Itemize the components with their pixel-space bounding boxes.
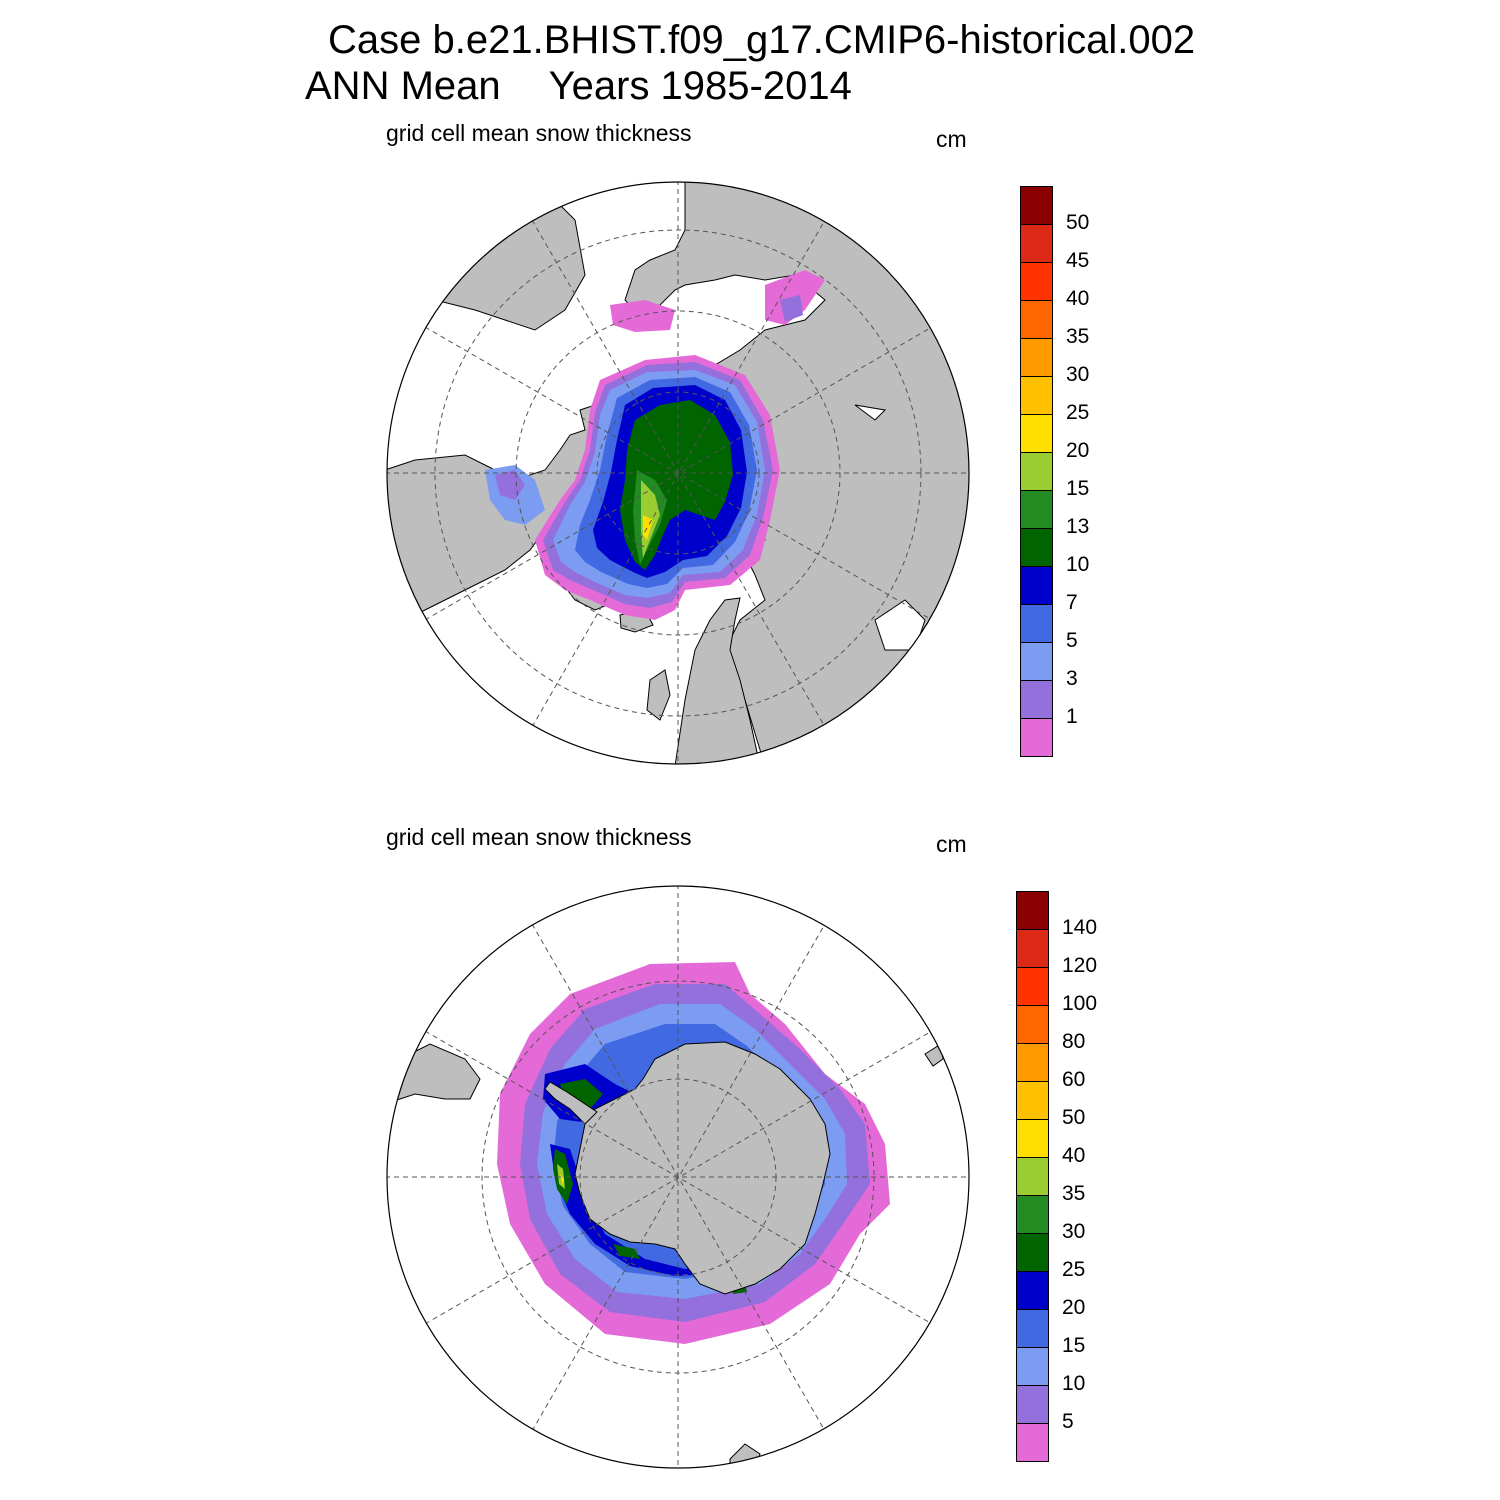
colorbar-box — [1016, 1081, 1049, 1120]
colorbar-box — [1020, 528, 1053, 567]
colorbar-box — [1016, 1271, 1049, 1310]
colorbar-tick-label: 45 — [1066, 249, 1090, 272]
colorbar-tick-label: 1 — [1066, 705, 1078, 728]
colorbar-box — [1016, 1233, 1049, 1272]
sh-units-label: cm — [936, 831, 967, 857]
colorbar-box — [1016, 891, 1049, 930]
colorbar-tick-label: 140 — [1062, 916, 1098, 939]
colorbar-box — [1016, 929, 1049, 968]
colorbar-box — [1016, 1423, 1049, 1462]
colorbar-tick-label: 80 — [1062, 1030, 1086, 1053]
colorbar-tick-label: 25 — [1062, 1258, 1086, 1281]
years-label: Years 1985-2014 — [548, 64, 852, 108]
colorbar-tick-label: 25 — [1066, 401, 1090, 424]
colorbar-box — [1020, 300, 1053, 339]
colorbar-box — [1020, 224, 1053, 263]
colorbar-tick-label: 50 — [1066, 211, 1090, 234]
nh-graticule — [387, 182, 969, 764]
colorbar-tick-label: 40 — [1066, 287, 1090, 310]
colorbar-box — [1016, 1385, 1049, 1424]
colorbar-tick-label: 15 — [1066, 477, 1090, 500]
colorbar-box — [1016, 1043, 1049, 1082]
colorbar-tick-label: 120 — [1062, 954, 1098, 977]
colorbar-box — [1016, 1157, 1049, 1196]
colorbar-box — [1020, 414, 1053, 453]
colorbar-tick-label: 30 — [1062, 1220, 1086, 1243]
colorbar-box — [1016, 1119, 1049, 1158]
nh-panel-title: grid cell mean snow thickness — [386, 120, 692, 146]
colorbar-tick-label: 35 — [1066, 325, 1090, 348]
colorbar-tick-label: 20 — [1062, 1296, 1086, 1319]
colorbar-box — [1020, 680, 1053, 719]
colorbar-tick-label: 40 — [1062, 1144, 1086, 1167]
colorbar-tick-label: 50 — [1062, 1106, 1086, 1129]
case-title: Case b.e21.BHIST.f09_g17.CMIP6-historica… — [328, 18, 1196, 62]
colorbar-tick-label: 10 — [1066, 553, 1090, 576]
colorbar-tick-label: 100 — [1062, 992, 1098, 1015]
colorbar-box — [1016, 1195, 1049, 1234]
colorbar-tick-label: 7 — [1066, 591, 1078, 614]
colorbar-tick-label: 60 — [1062, 1068, 1086, 1091]
sh-polar-map — [386, 885, 970, 1469]
colorbar-box — [1020, 490, 1053, 529]
colorbar-box — [1020, 642, 1053, 681]
colorbar-tick-label: 15 — [1062, 1334, 1086, 1357]
colorbar-tick-label: 13 — [1066, 515, 1090, 538]
sh-panel-title: grid cell mean snow thickness — [386, 824, 692, 850]
colorbar-tick-label: 30 — [1066, 363, 1090, 386]
colorbar-box — [1016, 1347, 1049, 1386]
colorbar-box — [1020, 186, 1053, 225]
nh-sea-ice-snow — [485, 270, 825, 620]
colorbar-box — [1020, 452, 1053, 491]
colorbar-tick-label: 35 — [1062, 1182, 1086, 1205]
colorbar-box — [1016, 967, 1049, 1006]
colorbar-box — [1020, 338, 1053, 377]
season-title: ANN Mean Years 1985-2014 — [305, 64, 852, 109]
nh-polar-map — [386, 181, 970, 765]
colorbar-box — [1020, 604, 1053, 643]
colorbar-box — [1016, 1005, 1049, 1044]
season-label: ANN Mean — [305, 64, 501, 108]
colorbar-box — [1020, 718, 1053, 757]
colorbar-tick-label: 10 — [1062, 1372, 1086, 1395]
colorbar-tick-label: 5 — [1062, 1410, 1074, 1433]
colorbar-tick-label: 5 — [1066, 629, 1078, 652]
nh-units-label: cm — [936, 126, 967, 152]
colorbar-tick-label: 20 — [1066, 439, 1090, 462]
sh-graticule — [387, 886, 969, 1468]
colorbar-box — [1020, 376, 1053, 415]
colorbar-tick-label: 3 — [1066, 667, 1078, 690]
colorbar-box — [1020, 262, 1053, 301]
colorbar-box — [1016, 1309, 1049, 1348]
colorbar-box — [1020, 566, 1053, 605]
